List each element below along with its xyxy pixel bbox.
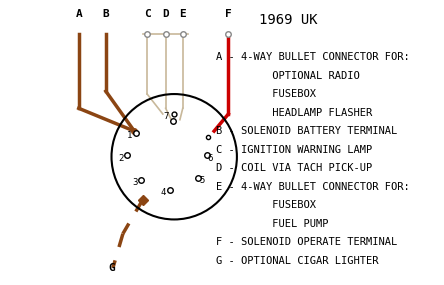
Text: E: E: [179, 9, 186, 19]
Text: D - COIL VIA TACH PICK-UP: D - COIL VIA TACH PICK-UP: [215, 163, 372, 173]
Text: G: G: [108, 263, 115, 273]
Text: G - OPTIONAL CIGAR LIGHTER: G - OPTIONAL CIGAR LIGHTER: [215, 256, 378, 266]
Text: D: D: [162, 9, 169, 19]
Text: 1: 1: [127, 131, 132, 140]
Text: E - 4-WAY BULLET CONNECTOR FOR:: E - 4-WAY BULLET CONNECTOR FOR:: [215, 182, 409, 192]
Text: F - SOLENOID OPERATE TERMINAL: F - SOLENOID OPERATE TERMINAL: [215, 237, 397, 247]
Text: 1969 UK: 1969 UK: [259, 13, 317, 27]
Text: FUSEBOX: FUSEBOX: [215, 89, 316, 99]
Text: 2: 2: [118, 154, 123, 163]
Text: C: C: [144, 9, 151, 19]
Text: 6: 6: [208, 154, 213, 163]
Text: FUSEBOX: FUSEBOX: [215, 200, 316, 210]
Text: 3: 3: [132, 178, 138, 187]
Text: 4: 4: [161, 188, 166, 197]
Text: 7: 7: [164, 112, 169, 121]
Text: F: F: [225, 9, 232, 19]
Text: B: B: [103, 9, 109, 19]
Text: A: A: [75, 9, 82, 19]
Text: B - SOLENOID BATTERY TERMINAL: B - SOLENOID BATTERY TERMINAL: [215, 126, 397, 136]
Text: A - 4-WAY BULLET CONNECTOR FOR:: A - 4-WAY BULLET CONNECTOR FOR:: [215, 52, 409, 62]
Text: C - IGNITION WARNING LAMP: C - IGNITION WARNING LAMP: [215, 144, 372, 155]
Text: FUEL PUMP: FUEL PUMP: [215, 219, 328, 229]
Text: 5: 5: [199, 176, 205, 186]
Text: HEADLAMP FLASHER: HEADLAMP FLASHER: [215, 107, 372, 118]
Text: OPTIONAL RADIO: OPTIONAL RADIO: [215, 70, 359, 81]
